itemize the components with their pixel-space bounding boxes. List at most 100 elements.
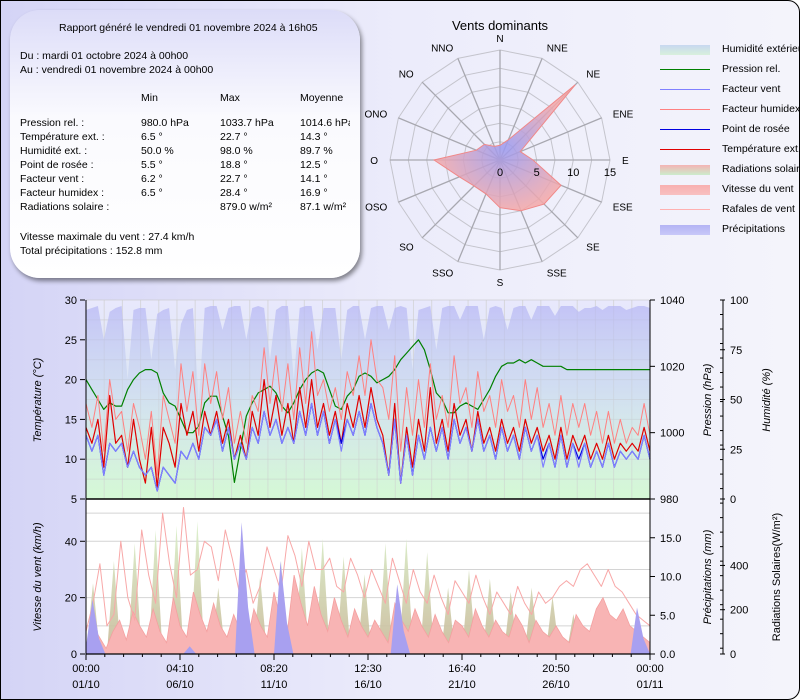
precipitation-axis-label: 10.0	[660, 572, 681, 584]
wind-speed-axis-label: 20	[65, 593, 77, 605]
legend-label: Facteur humidex	[722, 103, 800, 115]
solar-radiation-axis-label: 400	[730, 560, 748, 572]
stat-min: 6.5 °	[141, 131, 163, 143]
wind-speed-axis-label: 40	[65, 536, 77, 548]
precipitation-axis-label: 5.0	[660, 610, 675, 622]
stat-label: Facteur humidex :	[20, 187, 105, 199]
legend-label: Radiations solaires	[722, 163, 800, 175]
legend-swatch	[660, 225, 710, 235]
stat-max: 879.0 w/m²	[220, 201, 272, 213]
rafales-de-ventseries	[85, 507, 651, 632]
legend-label: Rafales de vent	[722, 203, 795, 215]
x-tick-date-label: 16/10	[354, 679, 382, 691]
legend-line	[660, 109, 710, 110]
legend-label: Température ext.	[722, 143, 800, 155]
stat-label: Humidité ext. :	[20, 145, 88, 157]
temperature-axis-label: 10	[65, 454, 77, 466]
legend-line	[660, 149, 710, 150]
solar-radiation-axis-title: Radiations Solaires(W/m²)	[771, 513, 783, 641]
pressure-axis-label: 1020	[660, 361, 684, 373]
stat-max: 98.0 %	[220, 145, 253, 157]
x-tick-date-label: 11/10	[261, 679, 288, 691]
stat-min: 980.0 hPa	[141, 117, 189, 129]
legend-label: Pression rel.	[722, 63, 781, 75]
legend-label: Vitesse du vent	[722, 183, 794, 195]
temp-rature-ext-series	[85, 379, 651, 488]
report-date-to: Au : vendredi 01 novembre 2024 à 00h00	[20, 64, 214, 76]
temperature-axis-label: 20	[65, 375, 77, 387]
stat-min: 6.2 °	[141, 173, 163, 185]
stat-max: 18.8 °	[220, 159, 248, 171]
stat-label: Température ext. :	[20, 131, 105, 143]
x-tick-time-label: 12:30	[354, 663, 382, 675]
pressure-axis-label: 1000	[660, 428, 684, 440]
legend-line	[660, 89, 710, 90]
legend-line	[660, 209, 710, 210]
stat-min: 50.0 %	[141, 145, 174, 157]
wind-speed-axis-title: Vitesse du vent (km/h)	[32, 522, 44, 632]
facteur-ventseries	[85, 402, 651, 492]
x-tick-date-label: 21/10	[448, 679, 476, 691]
stat-min: 5.5 °	[141, 159, 163, 171]
report-title: Rapport généré le vendredi 01 novembre 2…	[59, 22, 318, 34]
stat-max: 28.4 °	[220, 187, 248, 199]
stat-label: Point de rosée :	[20, 159, 94, 171]
stat-label: Facteur vent :	[20, 173, 85, 185]
stat-max: 22.7 °	[220, 131, 248, 143]
stat-label: Pression rel. :	[20, 117, 85, 129]
humidity-axis-label: 100	[730, 295, 748, 307]
stat-avg: 12.5 °	[300, 159, 328, 171]
solar-radiation-axis-label: 200	[730, 605, 748, 617]
legend-label: Précipitations	[722, 223, 786, 235]
temperature-axis-label: 5	[71, 494, 77, 506]
humidity-axis-label: 25	[730, 444, 742, 456]
x-tick-time-label: 20:50	[542, 663, 570, 675]
temperature-axis-label: 15	[65, 414, 77, 426]
stat-max: 22.7 °	[220, 173, 248, 185]
legend-line	[660, 129, 710, 130]
humidity-axis-label: 50	[730, 395, 742, 407]
x-tick-time-label: 04:10	[166, 663, 194, 675]
temperature-axis-label: 25	[65, 335, 77, 347]
x-tick-time-label: 00:00	[636, 663, 664, 675]
stat-min: 6.5 °	[141, 187, 163, 199]
humidit-ext-rieureseries	[86, 306, 650, 499]
solar-radiation-axis-label: 0	[730, 649, 736, 661]
humidity-axis-label: 0	[730, 494, 736, 506]
column-header-min: Min	[141, 92, 158, 104]
stat-avg: 14.3 °	[300, 131, 328, 143]
stat-avg: 16.9 °	[300, 187, 328, 199]
precipitation-axis-title: Précipitations (mm)	[702, 529, 714, 624]
temperature-axis-title: Température (°C)	[32, 357, 44, 442]
legend-swatch	[660, 165, 710, 175]
legend-line	[660, 69, 710, 70]
x-tick-date-label: 06/10	[166, 679, 194, 691]
x-tick-date-label: 01/11	[637, 679, 664, 691]
report-date-from: Du : mardi 01 octobre 2024 à 00h00	[20, 50, 189, 62]
stat-avg: 89.7 %	[300, 145, 333, 157]
legend-swatch	[660, 185, 710, 195]
legend-label: Point de rosée	[722, 123, 790, 135]
temperature-axis-label: 30	[65, 295, 77, 307]
stat-max: 1033.7 hPa	[220, 117, 274, 129]
x-tick-time-label: 16:40	[448, 663, 476, 675]
facteur-humidexseries	[85, 331, 651, 476]
pressure-axis-label: 980	[660, 494, 678, 506]
stat-avg: 1014.6 hPa	[300, 117, 350, 129]
radiations-solairesseries	[86, 521, 650, 654]
column-header-avg: Moyenne	[300, 92, 344, 104]
stat-avg: 87.1 w/m²	[300, 201, 347, 213]
time-axis: 5101520253098010001020104002550751000204…	[32, 295, 783, 691]
vitesse-du-ventseries	[85, 575, 651, 655]
stat-avg: 14.1 °	[300, 173, 328, 185]
humidity-axis-title: Humidité (%)	[761, 368, 773, 432]
x-tick-date-label: 01/10	[72, 679, 100, 691]
humidity-axis-label: 75	[730, 345, 742, 357]
x-tick-date-label: 26/10	[542, 679, 570, 691]
pressure-axis-title: Pression (hPa)	[702, 363, 714, 436]
x-tick-time-label: 00:00	[72, 663, 100, 675]
stat-label: Radiations solaire :	[20, 201, 110, 213]
column-header-max: Max	[220, 92, 240, 104]
precipitation-axis-label: 0.0	[660, 649, 675, 661]
